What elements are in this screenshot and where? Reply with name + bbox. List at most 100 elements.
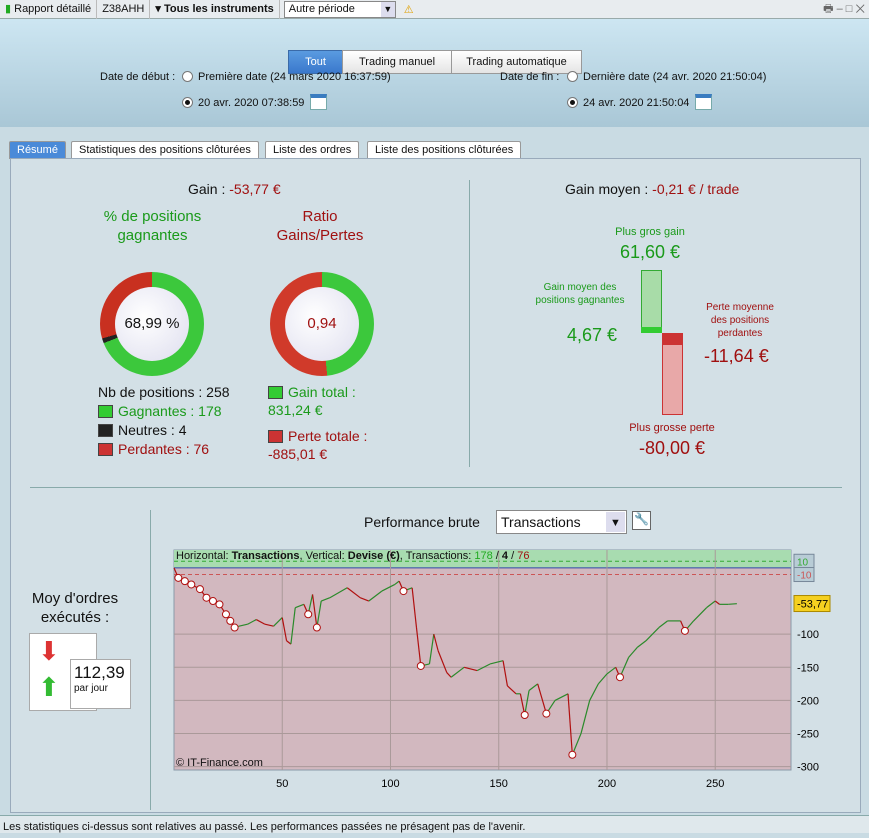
account-button[interactable]: Z38AHH — [97, 0, 151, 19]
start-custom-option[interactable]: 20 avr. 2020 07:38:59 — [182, 94, 328, 110]
series-segment — [415, 627, 422, 667]
filter-header: Tout Trading manuel Trading automatique … — [0, 19, 869, 127]
biggest-loss-label: Plus grosse perte — [629, 422, 715, 434]
divider — [30, 487, 842, 488]
maximize-icon[interactable]: □ — [845, 2, 853, 15]
band-label: -10 — [797, 571, 812, 582]
band-label: 10 — [797, 557, 809, 568]
drawdown-marker — [615, 673, 624, 682]
drawdown-marker — [680, 626, 689, 635]
drawdown-marker — [520, 711, 529, 719]
orders-label: Moy d'ordres exécutés : — [31, 590, 119, 626]
win-pct-value: 68,99 % — [115, 287, 189, 361]
arrow-down-icon: ⬇ — [38, 636, 60, 666]
tab-manual-trading[interactable]: Trading manuel — [342, 50, 452, 74]
end-date-label: Date de fin : — [500, 71, 560, 83]
x-tick-label: 100 — [381, 778, 399, 790]
end-last-option[interactable]: Dernière date (24 avr. 2020 21:50:04) — [567, 71, 766, 83]
tab-orders[interactable]: Liste des ordres — [265, 141, 360, 159]
total-loss-value: -885,01 € — [268, 446, 328, 462]
tab-closed-positions[interactable]: Liste des positions clôturées — [367, 141, 522, 159]
drawdown-marker — [202, 593, 211, 602]
chevron-down-icon: ▼ — [380, 1, 395, 17]
series-segment — [281, 617, 288, 641]
profit-band — [174, 550, 791, 568]
series-segment — [290, 607, 296, 645]
series-segment — [524, 690, 530, 716]
series-segment — [636, 640, 647, 648]
x-tick-label: 200 — [598, 778, 616, 790]
series-segment — [286, 640, 292, 645]
drawdown-marker — [195, 585, 204, 594]
tab-all[interactable]: Tout — [288, 50, 343, 74]
x-tick-label: 50 — [276, 778, 288, 790]
series-segment — [658, 620, 668, 629]
series-segment — [394, 580, 400, 585]
series-segment — [295, 603, 305, 609]
series-segment — [506, 685, 517, 695]
ratio-donut: 0,94 — [270, 272, 374, 376]
start-first-label: Première date (24 mars 2020 16:37:59) — [198, 71, 391, 83]
series-segment — [463, 666, 478, 672]
radio[interactable] — [567, 97, 578, 108]
warning-icon: ⚠ — [403, 3, 414, 16]
tab-summary[interactable]: Résumé — [9, 141, 66, 159]
info-neutral: 4 — [501, 550, 509, 562]
info-win: 178 — [474, 550, 493, 562]
watermark: © IT-Finance.com — [176, 757, 263, 769]
series-segment — [476, 663, 491, 672]
radio[interactable] — [567, 71, 578, 82]
calendar-icon[interactable] — [310, 94, 328, 110]
drawdown-marker — [312, 623, 321, 632]
report-label: Rapport détaillé — [14, 2, 92, 15]
drawdown-marker — [304, 610, 313, 619]
radio[interactable] — [182, 71, 193, 82]
series-segment — [320, 597, 331, 602]
chart-info: Horizontal: Transactions, Vertical: Devi… — [176, 550, 530, 562]
tab-closed-stats[interactable]: Statistiques des positions clôturées — [71, 141, 259, 159]
info-text: , Vertical: — [299, 550, 348, 562]
series-segment — [255, 619, 266, 625]
y-tick-label: -200 — [797, 695, 819, 707]
tab-auto-trading[interactable]: Trading automatique — [451, 50, 582, 74]
series-segment — [502, 660, 508, 686]
minimize-icon[interactable]: – — [836, 2, 843, 15]
total-gain-value: 831,24 € — [268, 402, 323, 418]
instruments-dropdown[interactable]: ▾ Tous les instruments — [150, 0, 280, 19]
neutral-count: Neutres : 4 — [118, 422, 187, 438]
avg-gain-value: -0,21 € / trade — [652, 181, 740, 197]
avg-loss-value: -11,64 € — [704, 346, 769, 366]
ratio-value: 0,94 — [285, 287, 359, 361]
info-loss: 76 — [517, 550, 530, 562]
green-swatch — [98, 405, 113, 418]
close-icon[interactable]: ✕ — [855, 2, 865, 15]
series-segment — [728, 603, 737, 605]
divider — [150, 510, 151, 810]
gain-label: Gain : — [188, 181, 226, 197]
print-icon[interactable]: 🖶 — [823, 2, 834, 15]
plot-area — [173, 549, 792, 771]
wrench-icon[interactable]: 🔧 — [632, 511, 651, 530]
avg-gain-label: Gain moyen : — [565, 181, 649, 197]
chart-mode-select[interactable]: Transactions ▼ — [496, 510, 627, 534]
series-segment — [528, 683, 539, 691]
report-button[interactable]: ▮ Rapport détaillé — [0, 0, 98, 19]
drawdown-marker — [187, 580, 196, 589]
series-segment — [628, 647, 638, 658]
radio[interactable] — [182, 97, 193, 108]
drawdown-marker — [221, 610, 230, 619]
series-segment — [247, 619, 257, 625]
divider — [469, 180, 470, 467]
biggest-loss-value: -80,00 € — [638, 438, 706, 458]
start-first-option[interactable]: Première date (24 mars 2020 16:37:59) — [182, 71, 391, 83]
info-text: , Transactions: — [399, 550, 475, 562]
series-segment — [346, 587, 361, 599]
drawdown-marker — [568, 750, 577, 759]
series-segment — [428, 634, 435, 665]
period-select[interactable]: Autre période ▼ — [283, 0, 396, 18]
positions-legend: Nb de positions : 258 Gagnantes : 178 Ne… — [98, 383, 230, 459]
series-segment — [597, 673, 608, 685]
y-tick-label: -250 — [797, 729, 819, 741]
end-custom-option[interactable]: 24 avr. 2020 21:50:04 — [567, 94, 713, 110]
calendar-icon[interactable] — [695, 94, 713, 110]
